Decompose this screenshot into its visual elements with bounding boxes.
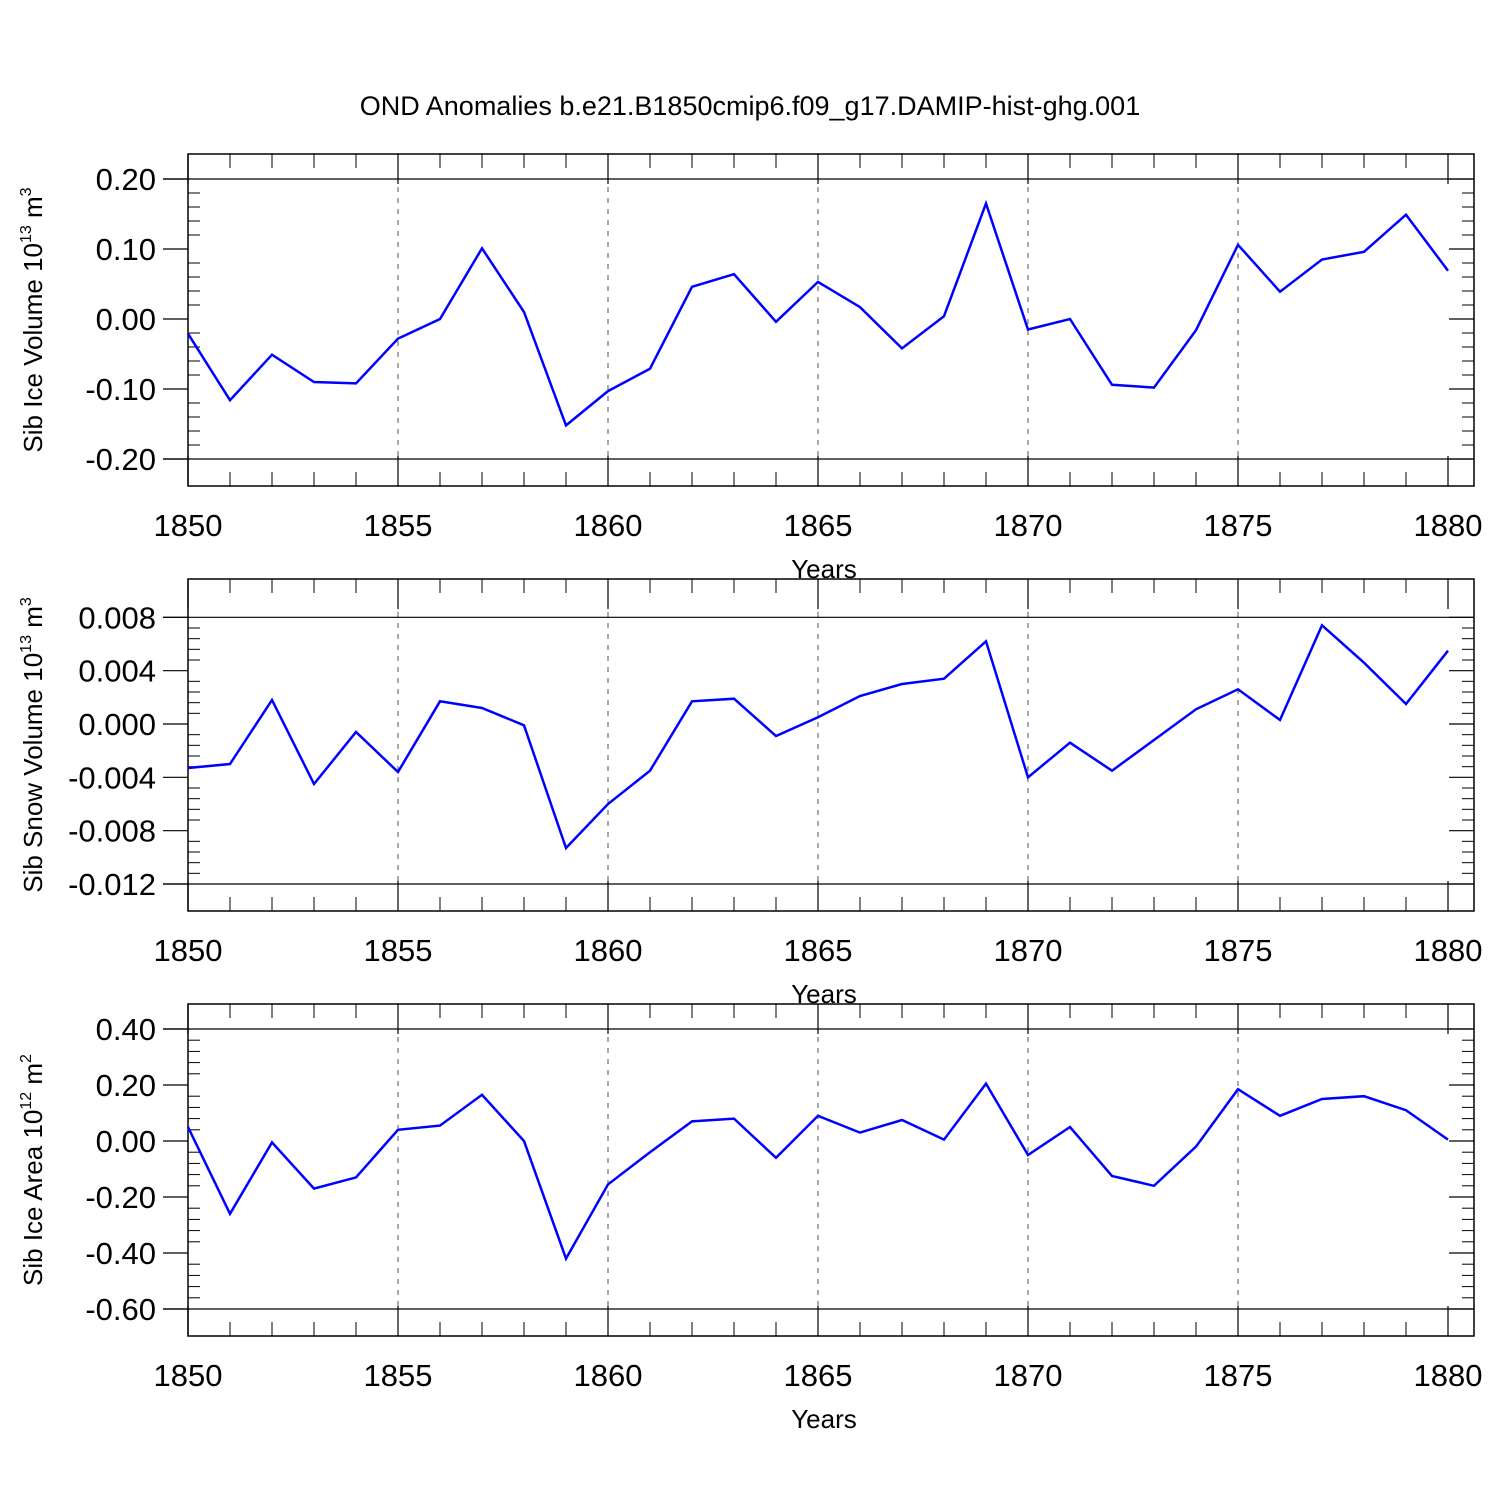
x-tick-label: 1880	[1414, 933, 1483, 968]
y-tick-label: -0.004	[68, 760, 156, 795]
y-axis-label-base: Sib Ice Area 10	[18, 1110, 48, 1286]
x-tick-label: 1855	[364, 933, 433, 968]
x-axis-label: Years	[791, 1404, 857, 1434]
x-tick-label: 1870	[994, 508, 1063, 543]
y-tick-label: 0.00	[96, 302, 156, 337]
y-axis-label-exponent: 12	[18, 1092, 35, 1110]
y-tick-label: -0.10	[85, 372, 156, 407]
panel-sib-ice-volume: 1850 1855 1860 1865 1870 1875 1880 -0.20 -0.10 0.…	[18, 153, 1483, 584]
y-axis-label-unit: m	[18, 1063, 48, 1092]
plot-frame	[187, 1003, 1475, 1337]
x-tick-label: 1880	[1414, 508, 1483, 543]
plot-frame	[187, 153, 1475, 487]
y-tick-label: 0.20	[96, 162, 156, 197]
x-tick-label: 1860	[574, 933, 643, 968]
y-axis-label-unit-exponent: 3	[18, 597, 35, 606]
x-tick-label: 1865	[784, 933, 853, 968]
x-tick-label: 1865	[784, 1358, 853, 1393]
y-axis-label-unit: m	[18, 606, 48, 635]
y-tick-label: 0.00	[96, 1124, 156, 1159]
y-axis-label-unit-exponent: 2	[18, 1054, 35, 1063]
y-tick-label: 0.40	[96, 1012, 156, 1047]
y-tick-label: -0.60	[85, 1292, 156, 1327]
y-tick-label: -0.20	[85, 442, 156, 477]
y-axis-label: Sib Snow Volume 1013 m3	[18, 597, 48, 893]
series-line	[187, 623, 1449, 851]
x-tick-label: 1865	[784, 508, 853, 543]
x-tick-label: 1870	[994, 1358, 1063, 1393]
plot-frame	[187, 578, 1475, 912]
series-line	[186, 199, 1450, 428]
y-axis-label-unit-exponent: 3	[18, 187, 35, 196]
y-tick-label: -0.008	[68, 814, 156, 849]
x-tick-label: 1875	[1204, 1358, 1273, 1393]
y-tick-label: 0.20	[96, 1068, 156, 1103]
x-tick-label: 1880	[1414, 1358, 1483, 1393]
x-tick-label: 1860	[574, 508, 643, 543]
x-tick-label: 1850	[154, 933, 223, 968]
y-axis-label-unit: m	[18, 196, 48, 225]
y-tick-label: 0.10	[96, 232, 156, 267]
x-tick-label: 1860	[574, 1358, 643, 1393]
y-axis-label: Sib Ice Volume 1013 m3	[18, 187, 48, 452]
x-tick-label: 1855	[364, 1358, 433, 1393]
y-tick-label: -0.20	[85, 1180, 156, 1215]
y-axis-label-base: Sib Snow Volume 10	[18, 653, 48, 893]
y-tick-label: 0.000	[78, 707, 156, 742]
y-tick-label: -0.40	[85, 1236, 156, 1271]
x-tick-label: 1875	[1204, 933, 1273, 968]
y-axis-label-base: Sib Ice Volume 10	[18, 243, 48, 453]
x-tick-label: 1870	[994, 933, 1063, 968]
x-tick-label: 1855	[364, 508, 433, 543]
chart-title: OND Anomalies b.e21.B1850cmip6.f09_g17.D…	[360, 91, 1140, 121]
y-axis-label-exponent: 13	[18, 225, 35, 243]
x-tick-label: 1850	[154, 1358, 223, 1393]
series-line	[186, 1081, 1449, 1262]
x-tick-label: 1875	[1204, 508, 1273, 543]
panel-sib-snow-volume: 1850 1855 1860 1865 1870 1875 1880 -0.012 -0.008…	[18, 578, 1483, 1009]
y-tick-label: 0.008	[78, 600, 156, 635]
y-tick-label: -0.012	[68, 867, 156, 902]
y-tick-label: 0.004	[78, 654, 156, 689]
panel-sib-ice-area: 1850 1855 1860 1865 1870 1875 1880 -0.60 -0.40 -0…	[18, 1003, 1483, 1434]
y-axis-label-exponent: 13	[18, 635, 35, 653]
x-tick-label: 1850	[154, 508, 223, 543]
y-axis-label: Sib Ice Area 1012 m2	[18, 1054, 48, 1286]
